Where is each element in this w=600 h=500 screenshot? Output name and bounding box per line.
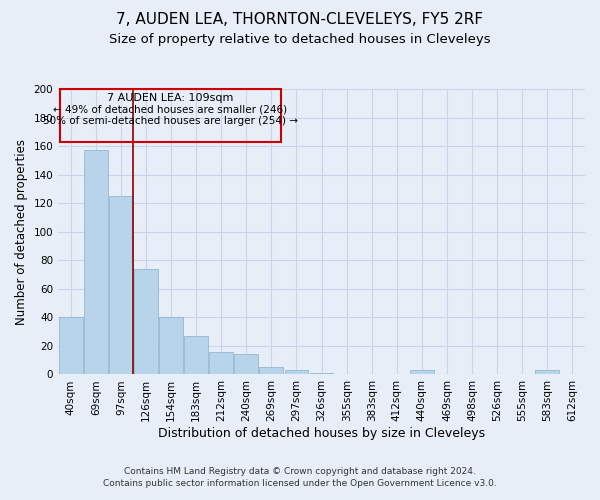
Bar [410, 370, 434, 374]
Bar [109, 196, 133, 374]
Bar [209, 352, 233, 374]
Bar [235, 354, 258, 374]
Bar [310, 373, 334, 374]
Bar [259, 368, 283, 374]
Text: Contains HM Land Registry data © Crown copyright and database right 2024.: Contains HM Land Registry data © Crown c… [124, 467, 476, 476]
Text: Size of property relative to detached houses in Cleveleys: Size of property relative to detached ho… [109, 32, 491, 46]
Bar [59, 318, 83, 374]
Bar [134, 269, 158, 374]
X-axis label: Distribution of detached houses by size in Cleveleys: Distribution of detached houses by size … [158, 427, 485, 440]
Text: 7 AUDEN LEA: 109sqm: 7 AUDEN LEA: 109sqm [107, 94, 234, 104]
Bar [159, 318, 183, 374]
Text: 50% of semi-detached houses are larger (254) →: 50% of semi-detached houses are larger (… [43, 116, 298, 126]
Text: ← 49% of detached houses are smaller (246): ← 49% of detached houses are smaller (24… [53, 104, 287, 115]
Text: Contains public sector information licensed under the Open Government Licence v3: Contains public sector information licen… [103, 478, 497, 488]
Text: 7, AUDEN LEA, THORNTON-CLEVELEYS, FY5 2RF: 7, AUDEN LEA, THORNTON-CLEVELEYS, FY5 2R… [116, 12, 484, 28]
Bar [535, 370, 559, 374]
Bar [184, 336, 208, 374]
Y-axis label: Number of detached properties: Number of detached properties [15, 138, 28, 324]
Bar [84, 150, 108, 374]
Bar [284, 370, 308, 374]
